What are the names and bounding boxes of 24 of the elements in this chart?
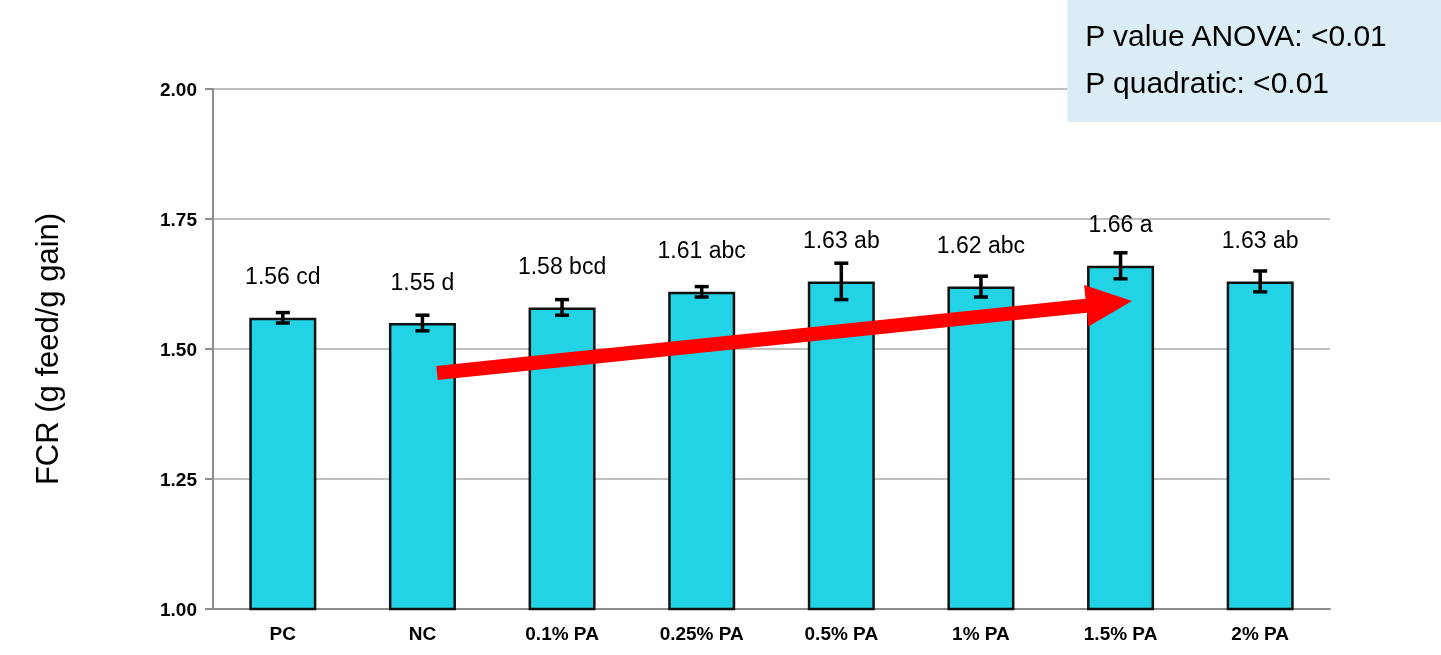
y-tick-label: 1.50 [160,338,197,360]
x-tick-label: 1% PA [952,623,1011,644]
data-label: 1.66 a [1088,211,1153,238]
data-label: 1.61 abc [657,237,746,264]
annotation: P quadratic: <0.01 [1085,66,1330,99]
text: P value ANOVA: <0.01 [1085,19,1387,52]
y-tick-label: 2.00 [160,78,197,100]
y-axis-title: FCR (g feed/g gain) [30,212,65,486]
x-tick-label: 1.5% PA [1083,623,1158,644]
data-label: 1.56 cd [245,263,321,290]
data-label: 1.62 abc [936,232,1026,259]
data-label: 1.63 ab [1221,226,1299,253]
y-tick-label: 1.75 [160,208,198,230]
data-label: 1.63 ab [802,226,880,253]
x-tick-label: PC [269,623,297,644]
x-tick-label: NC [408,623,437,644]
x-tick-label: 2% PA [1231,623,1290,644]
data-label: 1.55 d [390,268,455,295]
data-label: 1.58 bcd [517,252,607,279]
y-tick-label: 1.00 [160,598,197,620]
y-tick-label: 1.25 [160,468,198,490]
x-tick-label: 0.5% PA [804,623,879,644]
x-tick-label: 0.25% PA [659,623,745,644]
x-tick-label: 0.1% PA [525,623,600,644]
